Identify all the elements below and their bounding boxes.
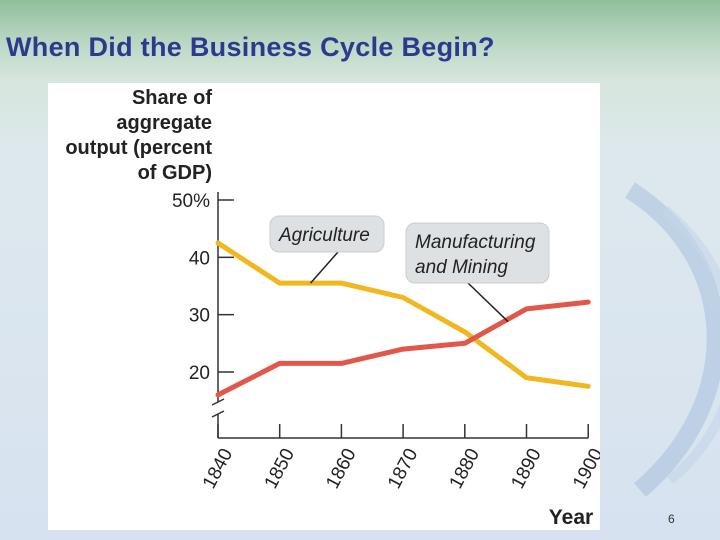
axis-break-mark <box>211 410 225 418</box>
x-tick-label: 1900 <box>569 445 600 492</box>
line-chart: 20 30 40 50% 1840 1850 1860 1870 1880 1890 1900 Yea… <box>172 191 600 529</box>
annotation-label: Agriculture <box>278 225 370 246</box>
x-axis-label: Year <box>549 506 593 529</box>
decorative-swoosh <box>625 182 720 497</box>
x-tick-label: 1840 <box>199 445 237 492</box>
annotation-label: Manufacturing <box>415 232 536 253</box>
y-tick-label: 20 <box>189 363 210 384</box>
axis-break-mark <box>211 398 225 406</box>
y-tick-label: 50% <box>172 191 210 212</box>
x-tick-label: 1860 <box>322 445 360 492</box>
y-axis-label: Share of aggregate output (percent of GD… <box>32 86 212 186</box>
x-tick-label: 1890 <box>507 445 545 492</box>
annotation-leader <box>309 251 339 284</box>
x-tick-label: 1880 <box>446 445 484 492</box>
x-tick-label: 1870 <box>384 445 422 492</box>
chart-panel: Share of aggregate output (percent of GD… <box>48 83 600 530</box>
y-axis-label-line: of GDP) <box>137 162 212 184</box>
annotation-leader <box>467 282 509 323</box>
x-tick-label: 1850 <box>261 445 299 492</box>
y-tick-label: 30 <box>189 306 210 327</box>
y-axis-label-line: Share of <box>131 87 212 109</box>
annotation-label: and Mining <box>415 257 508 278</box>
y-axis-label-line: output (percent <box>65 137 212 159</box>
slide-title: When Did the Business Cycle Begin? <box>6 32 495 62</box>
y-axis-label-line: aggregate <box>116 112 212 134</box>
page-number: 6 <box>668 512 675 526</box>
y-tick-label: 40 <box>189 248 210 269</box>
annotation-box <box>269 215 385 253</box>
annotation-box <box>405 222 550 284</box>
